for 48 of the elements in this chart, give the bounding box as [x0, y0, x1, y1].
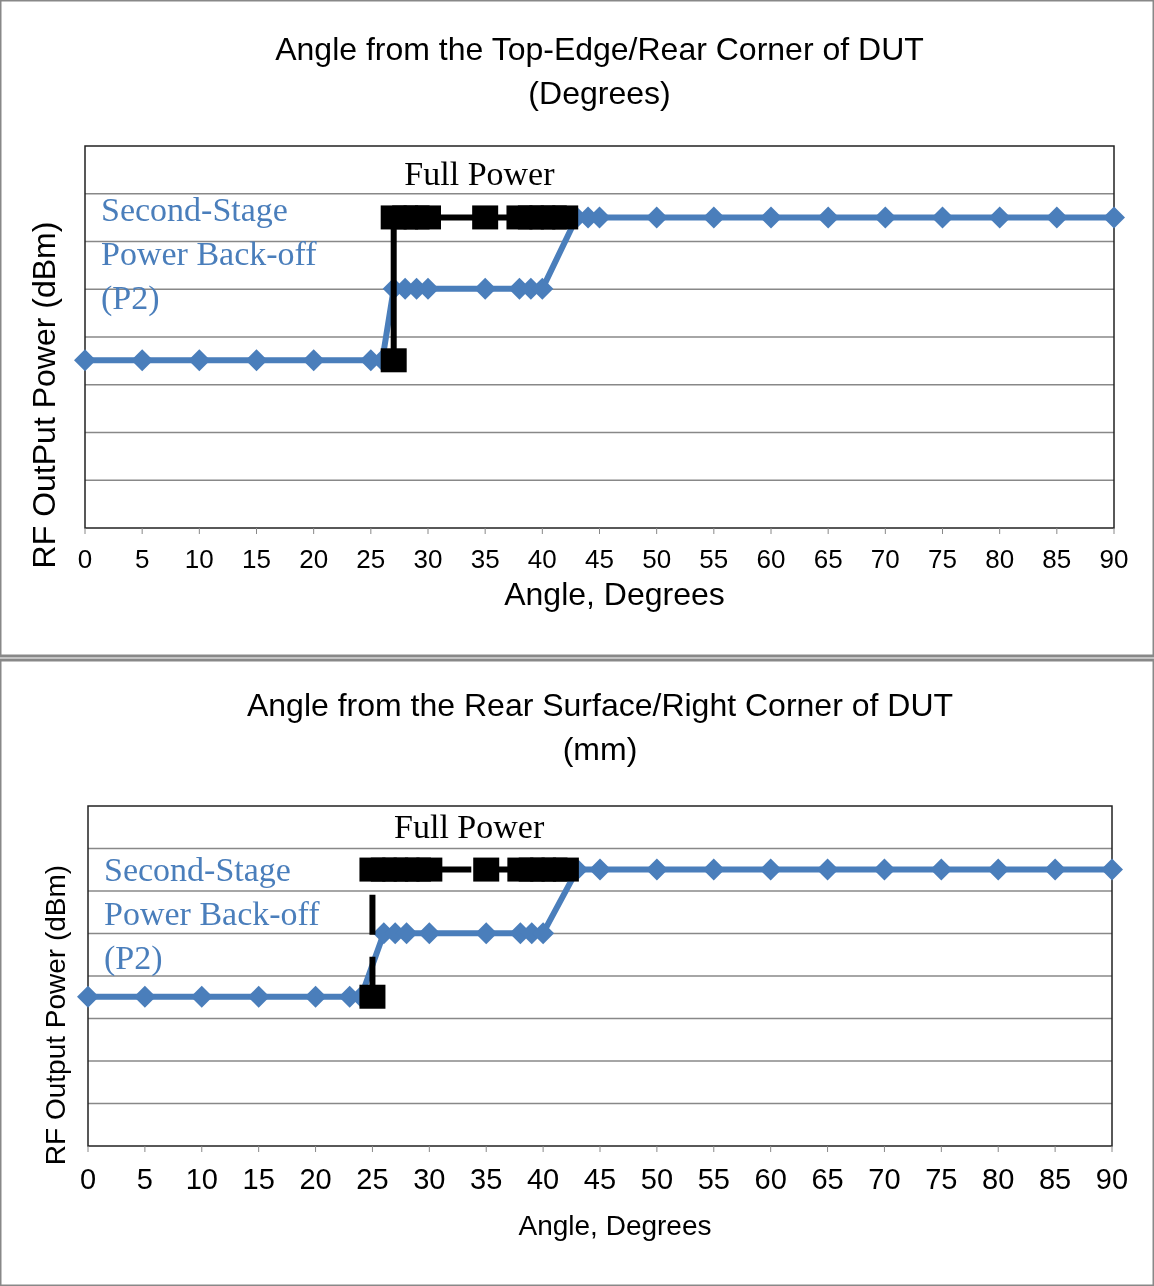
y-axis-title: RF OutPut Power (dBm): [26, 221, 62, 569]
x-axis-title: Angle, Degrees: [518, 1210, 712, 1241]
x-tick-label: 80: [985, 544, 1015, 574]
x-tick-label: 55: [697, 1163, 730, 1195]
x-tick-label: 60: [754, 1163, 787, 1195]
y-axis-title: RF Output Power (dBm): [40, 864, 71, 1166]
x-tick-label: 35: [470, 1163, 503, 1195]
x-tick-label: 85: [1042, 544, 1072, 574]
x-tick-label: 30: [413, 544, 443, 574]
x-tick-label: 0: [79, 1163, 97, 1195]
series-label: Second-Stage Power Back-off (P2): [101, 191, 318, 317]
x-tick-label: 30: [413, 1163, 446, 1195]
x-tick-label: 5: [136, 1163, 153, 1195]
x-tick-label: 80: [982, 1163, 1015, 1195]
x-tick-label: 90: [1095, 1163, 1129, 1195]
chart-title: Angle from the Rear Surface/Right Corner of DUT (mm): [246, 687, 954, 767]
x-tick-label: 40: [527, 544, 557, 574]
x-tick-label: 75: [928, 544, 957, 574]
x-tick-label: 20: [299, 1163, 332, 1195]
x-tick-label: 70: [870, 544, 900, 574]
x-tick-label: 70: [868, 1163, 901, 1195]
x-tick-label: 90: [1099, 544, 1129, 574]
x-tick-label: 15: [242, 544, 271, 574]
x-tick-label: 50: [642, 544, 672, 574]
series-label: Full Power: [394, 807, 545, 845]
x-tick-label: 35: [470, 544, 500, 574]
chart-title: Angle from the Top-Edge/Rear Corner of DUT (Degrees): [275, 31, 924, 111]
x-tick-label: 10: [184, 544, 214, 574]
x-tick-label: 50: [640, 1163, 674, 1195]
x-tick-label: 65: [811, 1163, 844, 1195]
x-tick-label: 40: [526, 1163, 560, 1195]
x-tick-label: 5: [134, 544, 150, 574]
x-tick-label: 45: [585, 544, 614, 574]
x-tick-label: 10: [185, 1163, 218, 1195]
x-tick-label: 25: [356, 544, 386, 574]
x-tick-label: 65: [813, 544, 843, 574]
x-tick-label: 55: [699, 544, 729, 574]
series-label: Full Power: [404, 155, 556, 193]
x-tick-label: 75: [925, 1163, 958, 1195]
x-tick-label: 20: [299, 544, 329, 574]
x-tick-label: 25: [356, 1163, 389, 1195]
x-axis-title: Angle, Degrees: [504, 576, 725, 612]
series-label: Second-Stage Power Back-off (P2): [104, 851, 321, 977]
x-tick-label: 85: [1038, 1163, 1072, 1195]
x-tick-label: 60: [756, 544, 786, 574]
x-tick-label: 45: [583, 1163, 617, 1195]
x-tick-label: 0: [77, 544, 93, 574]
x-tick-label: 15: [242, 1163, 275, 1195]
